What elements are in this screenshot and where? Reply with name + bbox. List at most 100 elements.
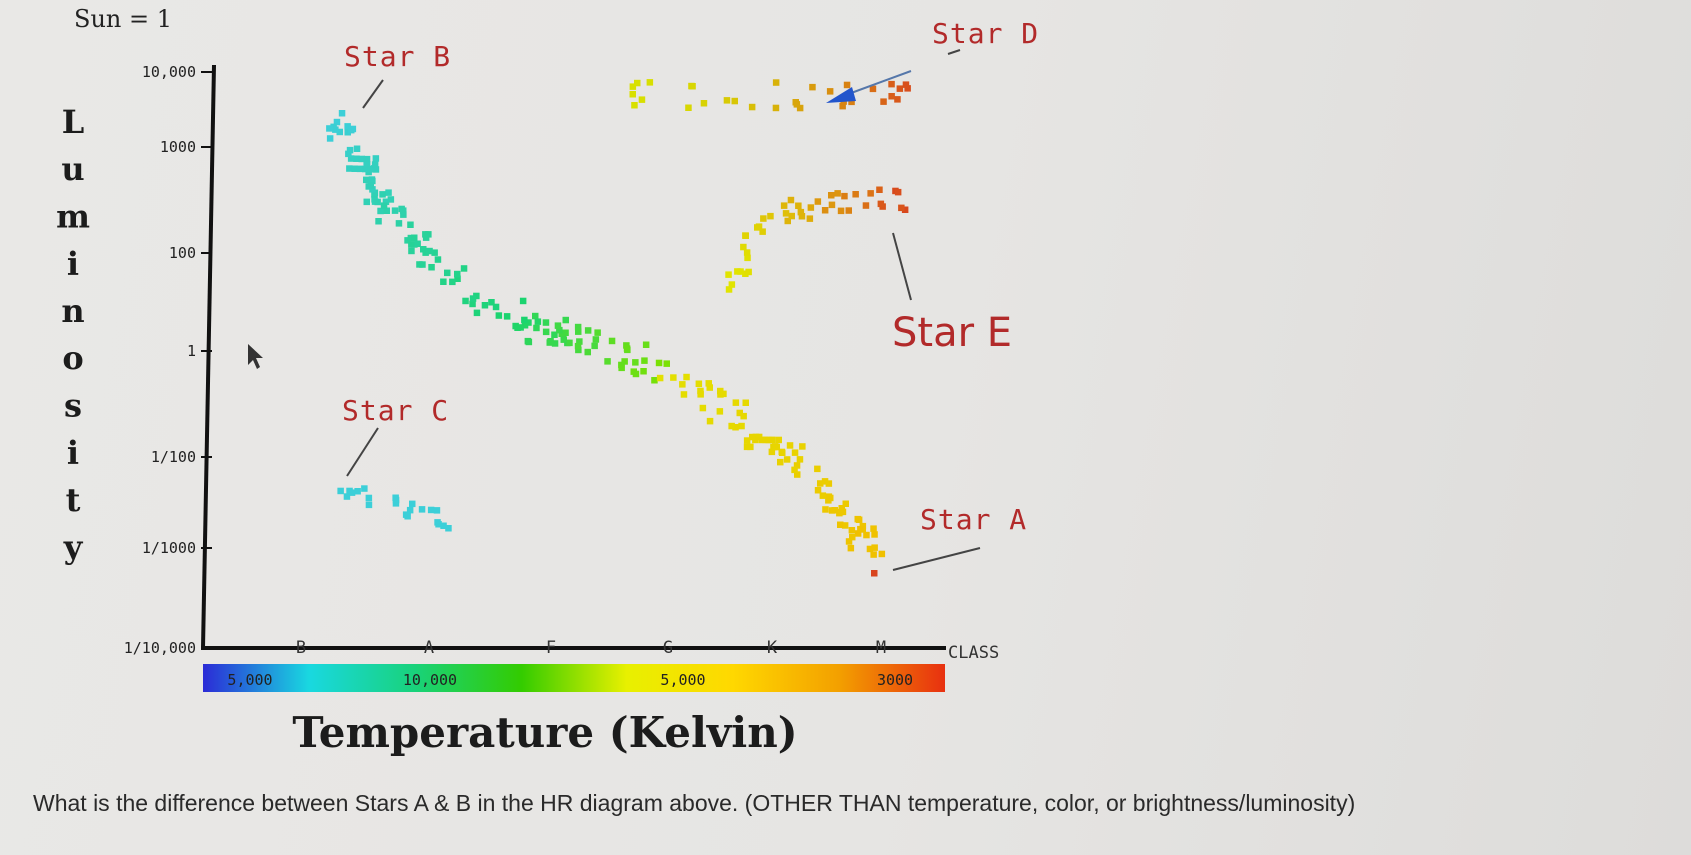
star-point — [380, 202, 388, 209]
y-tick-label: 100 — [169, 244, 196, 262]
star-point — [848, 527, 856, 534]
star-point — [796, 456, 804, 463]
star-point — [725, 286, 733, 293]
spectral-class-label: G — [663, 638, 673, 658]
star-b-leader — [362, 79, 384, 109]
star-point — [749, 433, 756, 441]
star-point — [411, 241, 418, 248]
star-point — [849, 533, 856, 541]
star-point — [407, 234, 415, 242]
spectral-class-label: B — [296, 638, 306, 658]
star-point — [428, 264, 435, 271]
star-point — [623, 345, 631, 352]
star-point — [705, 380, 712, 387]
star-point — [888, 93, 895, 100]
star-point — [361, 485, 368, 492]
star-point — [534, 318, 542, 325]
star-point — [871, 544, 878, 551]
star-point — [894, 96, 901, 103]
star-point — [371, 189, 379, 196]
star-point — [363, 198, 370, 206]
star-point — [880, 98, 887, 105]
star-point — [434, 519, 441, 526]
star-point — [375, 218, 382, 225]
star-point — [847, 544, 855, 552]
star-point — [697, 387, 704, 395]
star-point — [786, 442, 794, 449]
star-point — [495, 312, 503, 319]
star-point — [738, 422, 745, 430]
star-point — [697, 391, 704, 398]
star-point — [575, 328, 582, 335]
star-point — [337, 487, 344, 495]
star-point — [426, 247, 433, 255]
star-point — [481, 302, 489, 309]
star-point — [556, 326, 563, 334]
star-point — [368, 176, 376, 183]
star-point — [822, 506, 829, 513]
star-point — [409, 500, 416, 508]
star-point — [871, 531, 878, 538]
star-point — [898, 204, 905, 212]
star-point — [444, 269, 451, 277]
star-point — [725, 271, 732, 278]
star-point — [414, 240, 421, 247]
spectral-class-label: M — [876, 638, 886, 658]
star-point — [742, 232, 749, 239]
star-point — [831, 507, 838, 514]
star-point — [825, 497, 832, 504]
star-point — [371, 161, 379, 168]
star-point — [348, 489, 356, 496]
star-point — [404, 513, 411, 520]
star-point — [839, 508, 847, 516]
star-point — [488, 299, 495, 306]
star-point — [814, 465, 821, 473]
star-point — [795, 202, 802, 209]
star-point — [629, 91, 636, 98]
star-point — [362, 165, 369, 173]
annotation-lines — [346, 49, 981, 571]
y-tick-label: 1/10,000 — [124, 639, 196, 657]
star-point — [706, 417, 714, 425]
star-point — [775, 436, 782, 444]
star-point — [608, 337, 616, 345]
star-point — [716, 408, 724, 415]
temperature-color-bar — [203, 664, 945, 692]
star-point — [349, 125, 357, 133]
star-point — [807, 204, 815, 211]
star-point — [743, 437, 751, 444]
star-c-label: Star C — [342, 394, 449, 427]
star-point — [351, 165, 358, 172]
star-point — [638, 96, 646, 103]
star-point — [848, 98, 855, 106]
star-point — [411, 234, 418, 241]
y-axis-line — [201, 64, 216, 649]
star-point — [353, 145, 361, 152]
y-axis-label-letter: i — [67, 434, 79, 472]
star-point — [551, 340, 559, 347]
star-point — [632, 359, 639, 366]
star-point — [382, 198, 390, 205]
star-point — [521, 316, 528, 324]
star-point — [768, 448, 776, 456]
y-axis-label-letter: L — [62, 103, 85, 141]
star-point — [845, 207, 852, 214]
star-point — [387, 196, 395, 203]
star-point — [728, 422, 735, 430]
star-point — [440, 522, 447, 529]
temperature-bar-label: 3000 — [877, 671, 913, 689]
star-point — [680, 391, 688, 398]
star-point — [473, 309, 481, 317]
star-point — [825, 493, 833, 500]
star-point — [867, 190, 874, 197]
star-point — [894, 188, 902, 196]
star-point — [566, 339, 573, 347]
star-point — [854, 515, 861, 523]
star-point — [841, 522, 849, 529]
star-point — [734, 268, 741, 275]
star-point — [363, 161, 371, 168]
star-point — [454, 275, 461, 282]
star-point — [621, 358, 628, 365]
star-point — [363, 176, 370, 184]
